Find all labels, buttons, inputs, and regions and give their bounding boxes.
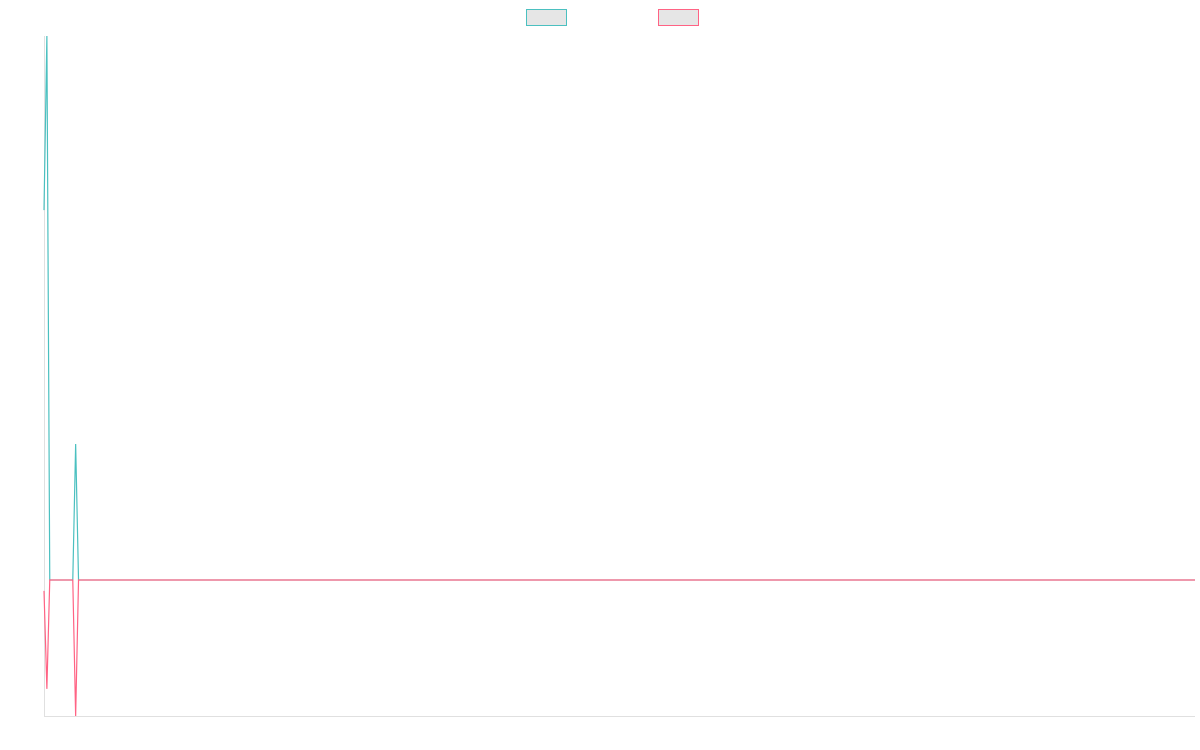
legend-swatch[interactable] xyxy=(526,9,567,26)
series-line xyxy=(43,579,1195,717)
series-line xyxy=(43,35,1195,581)
legend-swatch[interactable] xyxy=(658,9,699,26)
